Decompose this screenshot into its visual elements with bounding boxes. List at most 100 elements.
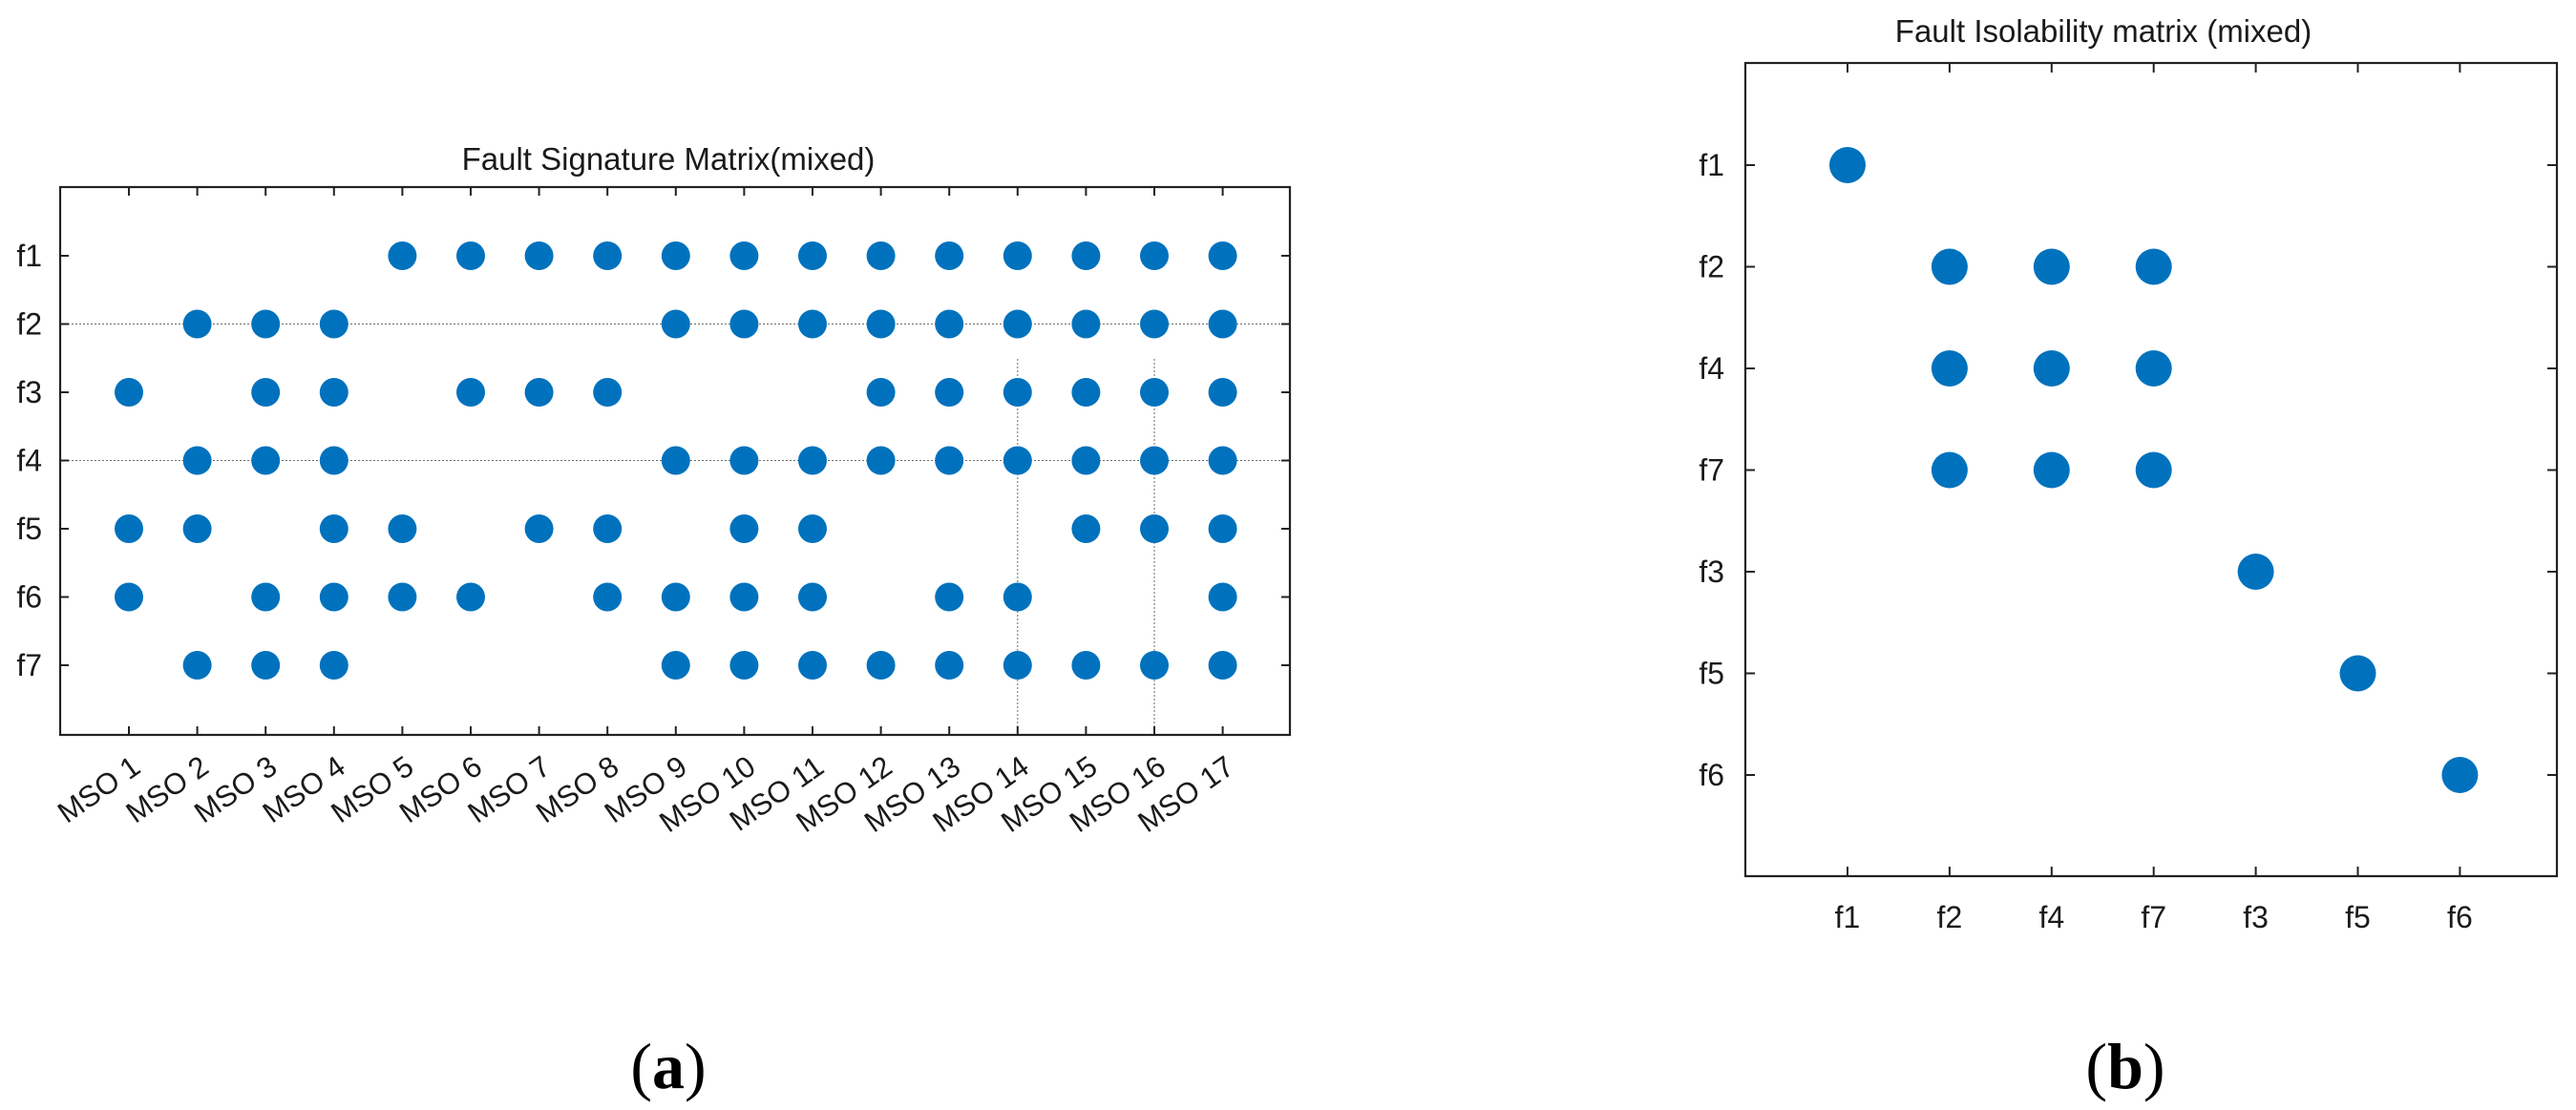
x-tick-label-b: f3 <box>2243 900 2269 934</box>
signature-point <box>798 241 827 270</box>
signature-point <box>251 378 281 407</box>
signature-point <box>935 582 964 612</box>
signature-point <box>251 309 281 339</box>
signature-point <box>319 651 348 680</box>
signature-point <box>798 309 827 339</box>
x-tick-label-b: f5 <box>2345 900 2371 934</box>
signature-point <box>1071 446 1101 475</box>
isolability-point <box>1931 248 1968 285</box>
signature-point <box>1071 241 1101 270</box>
signature-point <box>319 309 348 339</box>
y-tick-label-a: f5 <box>16 512 42 546</box>
signature-point <box>319 446 348 475</box>
signature-point <box>935 378 964 407</box>
signature-point <box>115 378 143 407</box>
signature-point <box>1208 241 1237 270</box>
signature-point <box>593 514 623 543</box>
isolability-point <box>2135 451 2172 489</box>
signature-point <box>1208 378 1237 407</box>
y-tick-label-b: f4 <box>1699 351 1724 386</box>
signature-point <box>1208 309 1237 339</box>
signature-point <box>593 241 623 270</box>
signature-point <box>251 582 281 612</box>
signature-point <box>456 241 485 270</box>
signature-point <box>729 582 759 612</box>
signature-point <box>1208 446 1237 475</box>
signature-point <box>115 582 143 612</box>
x-tick-label-b: f2 <box>1937 900 1963 934</box>
signature-point <box>1003 582 1032 612</box>
caption-b: (b) <box>2085 1030 2164 1102</box>
signature-point <box>251 446 281 475</box>
signature-point <box>935 309 964 339</box>
y-tick-label-b: f7 <box>1699 453 1724 488</box>
signature-point <box>456 378 485 407</box>
signature-point <box>1140 309 1169 339</box>
signature-point <box>1140 514 1169 543</box>
signature-point <box>115 514 143 543</box>
signature-point <box>1208 651 1237 680</box>
isolability-point <box>2339 655 2376 692</box>
fault-signature-matrix-panel: Fault Signature Matrix(mixed) f1 f2 f3 f4 f5… <box>16 141 1292 1102</box>
signature-point <box>182 309 212 339</box>
isolability-point <box>2033 451 2070 489</box>
isolability-point <box>2441 757 2479 793</box>
isolability-point <box>2033 350 2070 387</box>
isolability-point <box>1829 147 1866 183</box>
signature-point <box>729 651 759 680</box>
signature-point <box>866 309 896 339</box>
signature-point <box>729 446 759 475</box>
signature-point <box>866 446 896 475</box>
signature-point <box>388 241 417 270</box>
signature-point <box>1003 309 1032 339</box>
signature-point <box>866 241 896 270</box>
signature-point <box>182 514 212 543</box>
y-tick-label-a: f1 <box>16 239 42 273</box>
signature-point <box>524 241 554 270</box>
y-tick-label-b: f1 <box>1699 148 1724 182</box>
x-tick-label-b: f4 <box>2038 900 2064 934</box>
y-tick-label-b: f5 <box>1699 657 1724 691</box>
caption-a: (a) <box>630 1030 706 1102</box>
signature-point <box>935 446 964 475</box>
signature-point <box>456 582 485 612</box>
chart-title-b: Fault Isolability matrix (mixed) <box>1895 13 2312 49</box>
caption-b-letter: b <box>2107 1030 2143 1102</box>
y-tick-label-a: f7 <box>16 648 42 682</box>
x-tick-label-b: f7 <box>2141 900 2166 934</box>
signature-point <box>593 582 623 612</box>
y-tick-label-b: f6 <box>1699 758 1724 792</box>
signature-point <box>661 582 690 612</box>
y-tick-label-b: f2 <box>1699 250 1724 284</box>
signature-point <box>182 446 212 475</box>
signature-point <box>729 241 759 270</box>
signature-point <box>388 514 417 543</box>
y-tick-label-a: f6 <box>16 580 42 615</box>
signature-point <box>1003 651 1032 680</box>
signature-point <box>1140 446 1169 475</box>
signature-point <box>729 309 759 339</box>
signature-point <box>661 241 690 270</box>
signature-point <box>524 514 554 543</box>
signature-point <box>661 309 690 339</box>
isolability-point <box>2033 248 2070 285</box>
signature-point <box>251 651 281 680</box>
signature-point <box>319 378 348 407</box>
y-tick-label-a: f2 <box>16 307 42 342</box>
isolability-point <box>2237 554 2274 590</box>
signature-point <box>798 582 827 612</box>
signature-point <box>935 651 964 680</box>
y-tick-label-b: f3 <box>1699 555 1724 589</box>
signature-point <box>319 514 348 543</box>
signature-point <box>1140 378 1169 407</box>
signature-point <box>319 582 348 612</box>
signature-point <box>1140 241 1169 270</box>
signature-point <box>1071 309 1101 339</box>
isolability-point <box>1931 350 1968 387</box>
signature-point <box>388 582 417 612</box>
signature-point <box>1071 514 1101 543</box>
signature-point <box>866 378 896 407</box>
signature-point <box>1208 514 1237 543</box>
signature-point <box>661 651 690 680</box>
signature-point <box>798 514 827 543</box>
